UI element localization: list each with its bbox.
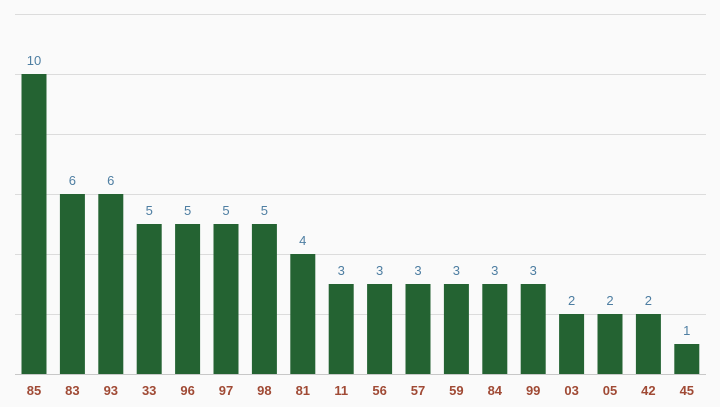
category-label: 11: [334, 383, 348, 398]
category-label: 83: [65, 383, 79, 398]
category-label: 03: [564, 383, 578, 398]
value-label: 3: [338, 263, 345, 278]
category-label: 33: [142, 383, 156, 398]
category-label: 42: [641, 383, 655, 398]
category-labels: 85 83 93 33 96 97 98 81 11 56 57 59 84 99 03 05 42 45: [27, 383, 694, 398]
value-label: 4: [299, 233, 306, 248]
value-label: 5: [184, 203, 191, 218]
value-label: 2: [645, 293, 652, 308]
value-label: 3: [453, 263, 460, 278]
bar-97: [213, 224, 239, 374]
value-label: 5: [222, 203, 229, 218]
bar-96: [175, 224, 201, 374]
gridlines: [15, 14, 706, 375]
bar-85: [21, 74, 47, 374]
bar-03: [559, 314, 585, 374]
bar-56: [367, 284, 393, 374]
bar-59: [443, 284, 469, 374]
category-label: 56: [372, 383, 386, 398]
category-label: 96: [180, 383, 194, 398]
value-label: 3: [414, 263, 421, 278]
bar-98: [251, 224, 277, 374]
bars: [21, 74, 700, 374]
bar-42: [635, 314, 661, 374]
value-label: 2: [606, 293, 613, 308]
value-label: 10: [27, 53, 41, 68]
category-label: 57: [411, 383, 425, 398]
value-label: 3: [530, 263, 537, 278]
value-label: 3: [491, 263, 498, 278]
bar-45: [674, 344, 700, 374]
bar-93: [98, 194, 124, 374]
category-label: 85: [27, 383, 41, 398]
bar-05: [597, 314, 623, 374]
category-label: 45: [680, 383, 694, 398]
category-label: 84: [488, 383, 503, 398]
category-label: 99: [526, 383, 540, 398]
category-label: 93: [104, 383, 118, 398]
bar-99: [520, 284, 546, 374]
category-label: 59: [449, 383, 463, 398]
value-label: 1: [683, 323, 690, 338]
value-label: 2: [568, 293, 575, 308]
value-labels: 10 6 6 5 5 5 5 4 3 3 3 3 3 3 2 2 2 1: [27, 53, 691, 338]
bar-57: [405, 284, 431, 374]
bar-33: [136, 224, 162, 374]
category-label: 97: [219, 383, 233, 398]
value-label: 3: [376, 263, 383, 278]
bar-81: [290, 254, 316, 374]
bar-83: [59, 194, 85, 374]
bar-84: [482, 284, 508, 374]
value-label: 5: [146, 203, 153, 218]
value-label: 6: [69, 173, 76, 188]
category-label: 05: [603, 383, 617, 398]
category-label: 81: [296, 383, 310, 398]
category-label: 98: [257, 383, 271, 398]
bar-11: [328, 284, 354, 374]
value-label: 5: [261, 203, 268, 218]
value-label: 6: [107, 173, 114, 188]
